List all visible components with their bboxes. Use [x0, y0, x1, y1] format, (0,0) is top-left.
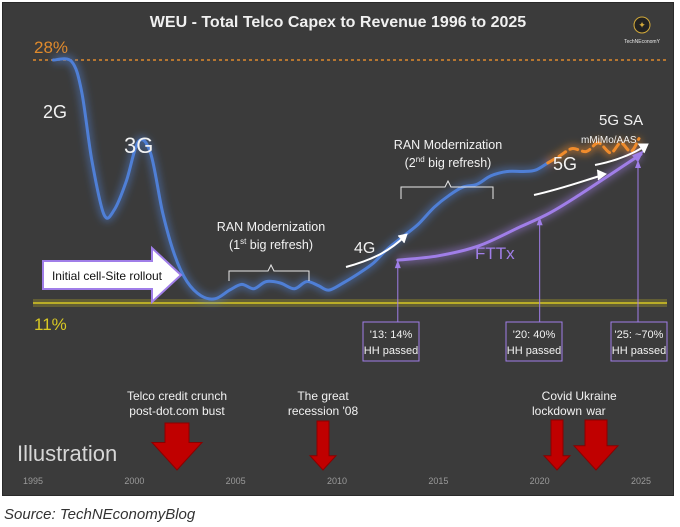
series-lines — [51, 57, 644, 301]
callout-line1: '25: ~70% — [615, 329, 664, 341]
ref-band — [33, 299, 667, 307]
tech-arrows — [345, 143, 649, 268]
label-5g-sa: 5G SA — [599, 112, 643, 129]
x-axis-ticks: 1995 2000 2005 2010 2015 2020 2025 — [23, 476, 651, 486]
callout-pointer-head — [536, 217, 543, 226]
source-caption: Source: TechNEconomyBlog — [4, 506, 196, 523]
callout-line2: HH passed — [612, 345, 666, 357]
event-line2: recession '08 — [288, 404, 359, 418]
label-5g-sa-line2: mMiMo/AAS — [581, 135, 637, 146]
arrow-4g — [345, 235, 406, 268]
logo-text: TechNEconomY — [624, 39, 661, 45]
event-line1: Telco credit crunch — [127, 389, 227, 403]
event-line2: war — [585, 404, 605, 418]
series-line-2 — [396, 152, 643, 262]
callout-pointer-head — [635, 160, 641, 169]
arrow-5g — [533, 174, 604, 196]
label-fttx: FTTx — [475, 244, 515, 263]
callout-box — [505, 321, 563, 362]
x-tick-2010: 2010 — [327, 476, 347, 486]
callout-line2: HH passed — [364, 345, 418, 357]
reference-lines: 28% 11% — [33, 38, 667, 334]
label-ran-1: RAN Modernization — [217, 220, 325, 234]
label-4g: 4G — [354, 240, 375, 257]
ref-label-11: 11% — [34, 315, 67, 334]
event-line1: Covid — [542, 389, 573, 403]
svg-text:✦: ✦ — [638, 21, 646, 31]
series-line-1 — [546, 137, 641, 165]
ref-label-28: 28% — [34, 38, 68, 57]
red-down-arrow-icon — [150, 422, 204, 471]
chart-panel: WEU - Total Telco Capex to Revenue 1996 … — [2, 2, 674, 496]
callout-line2: HH passed — [507, 345, 561, 357]
rollout-label: Initial cell-Site rollout — [52, 269, 163, 283]
red-down-arrow-icon — [542, 419, 572, 471]
callout-1: '20: 40% HH passed — [505, 217, 563, 362]
x-tick-2020: 2020 — [530, 476, 550, 486]
callout-box — [362, 321, 420, 362]
event-line1: Ukraine — [575, 389, 617, 403]
label-ran-2-line2: (2nd big refresh) — [405, 155, 492, 170]
red-down-arrow-icon — [308, 420, 338, 471]
series-line-0 — [51, 57, 550, 301]
label-5g: 5G — [553, 154, 577, 174]
label-3g: 3G — [124, 133, 153, 158]
x-tick-2000: 2000 — [124, 476, 144, 486]
callout-2: '25: ~70% HH passed — [610, 160, 668, 362]
x-tick-1995: 1995 — [23, 476, 43, 486]
event-line1: The great — [297, 389, 349, 403]
label-2g: 2G — [43, 102, 67, 122]
label-ran-2: RAN Modernization — [394, 138, 502, 152]
event-line2: lockdown — [532, 404, 582, 418]
blog-logo: ✦ TechNEconomY — [624, 16, 661, 45]
callout-pointer-head — [394, 260, 401, 269]
fttx-arrowhead — [632, 150, 644, 163]
annotations: 2G 3G RAN Modernization (1st big refresh… — [43, 102, 643, 281]
x-tick-2025: 2025 — [631, 476, 651, 486]
rollout-arrow: Initial cell-Site rollout — [42, 245, 183, 305]
brace-ran-1 — [228, 263, 310, 281]
label-ran-1-line2: (1st big refresh) — [229, 237, 313, 252]
brace-ran-2 — [400, 179, 494, 199]
callout-line1: '13: 14% — [370, 329, 413, 341]
callout-0: '13: 14% HH passed — [362, 260, 420, 362]
callout-line1: '20: 40% — [513, 329, 556, 341]
callout-box — [610, 321, 668, 362]
event-line2: post-dot.com bust — [129, 404, 225, 418]
chart-svg: WEU - Total Telco Capex to Revenue 1996 … — [17, 14, 668, 486]
x-tick-2015: 2015 — [428, 476, 448, 486]
watermark: Illustration — [17, 441, 117, 466]
red-down-arrow-icon — [572, 419, 620, 471]
x-tick-2005: 2005 — [226, 476, 246, 486]
ftth-callouts: '13: 14%HH passed'20: 40%HH passed'25: ~… — [362, 160, 668, 362]
chart-title: WEU - Total Telco Capex to Revenue 1996 … — [150, 14, 527, 31]
